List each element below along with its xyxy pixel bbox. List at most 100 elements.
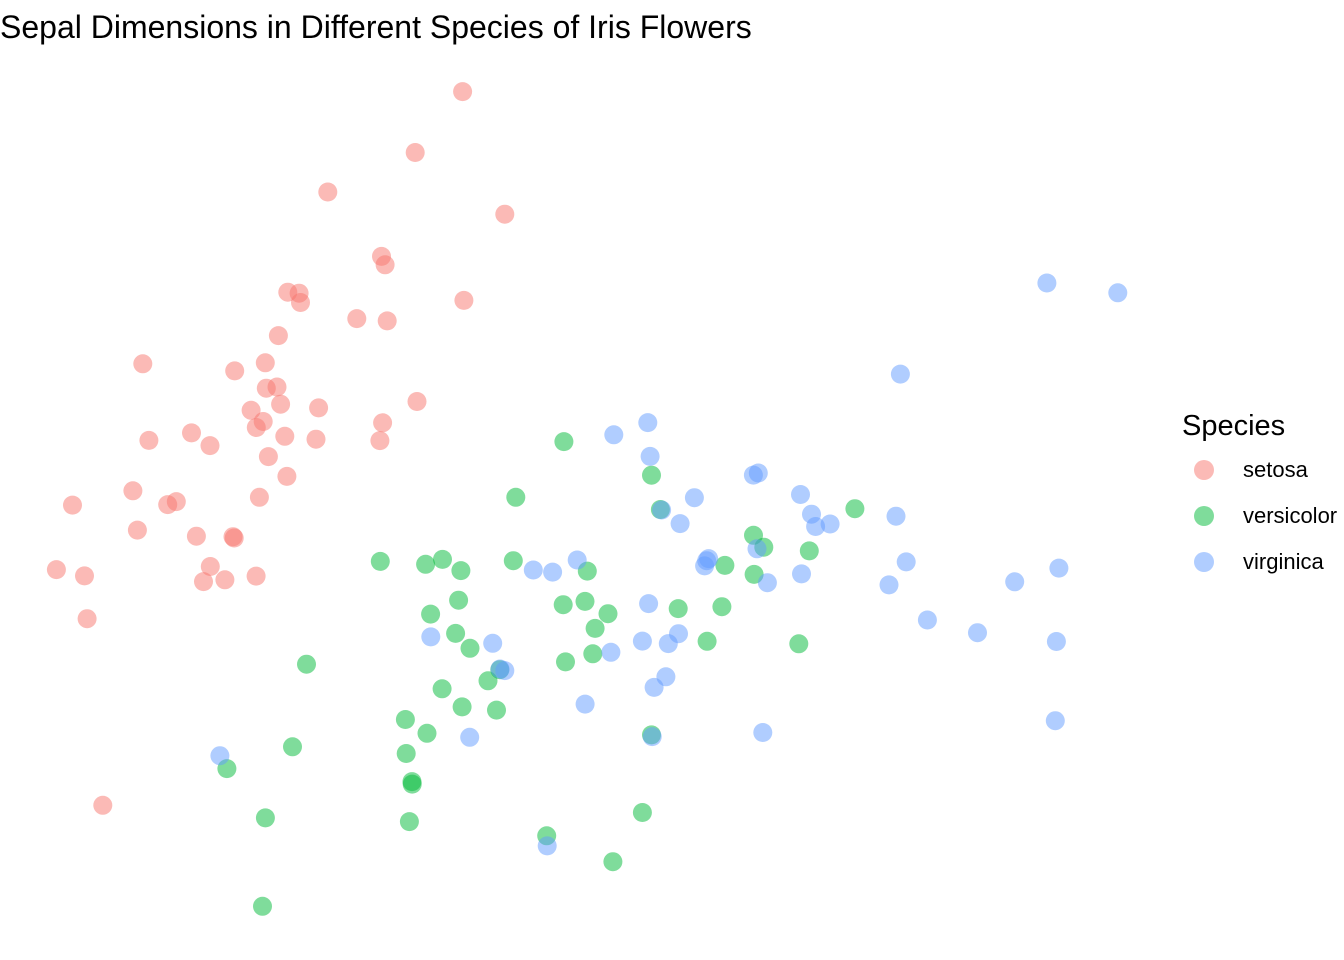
data-point-setosa — [253, 412, 273, 431]
data-point-versicolor — [432, 679, 452, 699]
data-point-setosa — [223, 527, 243, 547]
legend: Species setosa versicolor virginica — [1182, 408, 1337, 594]
data-point-setosa — [291, 293, 310, 312]
data-point-setosa — [495, 204, 515, 224]
data-point-virginica — [640, 446, 660, 466]
data-point-versicolor — [668, 599, 688, 619]
data-point-setosa — [246, 566, 266, 586]
data-point-virginica — [743, 465, 763, 485]
data-point-versicolor — [642, 465, 661, 485]
data-point-versicolor — [487, 700, 506, 720]
data-point-setosa — [93, 795, 113, 815]
legend-item-virginica: virginica — [1182, 548, 1324, 594]
data-point-versicolor — [421, 604, 441, 624]
data-point-virginica — [638, 413, 658, 433]
data-point-setosa — [123, 481, 143, 501]
data-point-setosa — [256, 378, 276, 398]
data-point-setosa — [271, 394, 291, 414]
data-point-versicolor — [402, 772, 422, 792]
legend-label-versicolor: versicolor — [1243, 503, 1338, 528]
data-point-versicolor — [845, 499, 865, 519]
data-point-virginica — [806, 517, 826, 536]
data-point-setosa — [453, 82, 473, 102]
data-point-versicolor — [553, 595, 573, 615]
data-point-setosa — [277, 466, 297, 486]
data-point-setosa — [405, 143, 425, 162]
data-point-virginica — [917, 610, 937, 630]
legend-item-versicolor: versicolor — [1182, 502, 1337, 548]
data-point-versicolor — [253, 896, 272, 916]
legend-label-setosa: setosa — [1243, 457, 1308, 482]
data-point-setosa — [249, 487, 269, 507]
legend-title: Species — [1182, 410, 1286, 442]
data-point-virginica — [695, 556, 715, 576]
data-point-virginica — [1049, 558, 1069, 578]
data-point-virginica — [658, 634, 678, 654]
legend-label-virginica: virginica — [1243, 549, 1324, 574]
data-point-versicolor — [799, 541, 819, 561]
data-point-versicolor — [255, 808, 275, 828]
data-point-versicolor — [433, 549, 452, 569]
data-point-virginica — [753, 723, 773, 742]
data-point-versicolor — [506, 487, 526, 507]
data-point-virginica — [639, 594, 659, 614]
data-point-virginica — [460, 727, 480, 747]
data-point-virginica — [523, 560, 543, 580]
data-point-setosa — [200, 436, 220, 456]
data-point-setosa — [268, 326, 288, 346]
data-point-setosa — [258, 447, 278, 467]
data-point-virginica — [483, 633, 503, 653]
data-point-setosa — [225, 361, 245, 381]
data-point-virginica — [670, 514, 690, 534]
data-point-setosa — [370, 431, 390, 451]
data-point-setosa — [215, 570, 235, 590]
data-point-virginica — [490, 659, 510, 679]
data-point-virginica — [567, 550, 587, 570]
data-point-versicolor — [556, 652, 575, 672]
data-point-versicolor — [478, 671, 498, 691]
data-point-versicolor — [585, 618, 605, 638]
data-point-setosa — [63, 495, 82, 515]
data-point-setosa — [133, 354, 153, 374]
data-point-virginica — [1045, 711, 1065, 731]
data-point-versicolor — [416, 554, 436, 574]
data-point-setosa — [182, 423, 201, 443]
data-point-versicolor — [789, 634, 809, 654]
data-point-virginica — [968, 623, 987, 643]
data-point-setosa — [318, 182, 338, 202]
data-point-setosa — [375, 255, 395, 275]
data-point-virginica — [421, 627, 441, 647]
data-point-virginica — [537, 836, 557, 856]
data-point-virginica — [601, 642, 621, 662]
data-point-virginica — [1037, 273, 1057, 293]
data-point-versicolor — [575, 591, 595, 611]
data-point-versicolor — [370, 551, 390, 571]
data-point-versicolor — [283, 737, 302, 757]
legend-key-setosa — [1194, 460, 1214, 480]
data-point-virginica — [879, 575, 899, 595]
data-point-versicolor — [452, 697, 472, 717]
data-point-setosa — [309, 398, 329, 418]
data-point-setosa — [255, 353, 275, 373]
data-point-virginica — [652, 500, 672, 520]
chart-title: Sepal Dimensions in Different Species of… — [0, 9, 752, 45]
data-point-setosa — [75, 566, 94, 586]
data-point-virginica — [896, 552, 916, 572]
data-point-setosa — [278, 282, 298, 302]
data-point-versicolor — [395, 710, 415, 729]
data-point-versicolor — [554, 432, 574, 452]
data-point-versicolor — [632, 803, 652, 822]
data-point-virginica — [820, 514, 840, 534]
data-point-setosa — [373, 413, 393, 433]
data-point-virginica — [632, 631, 652, 651]
data-point-virginica — [1046, 632, 1066, 651]
data-point-virginica — [757, 573, 777, 593]
data-point-virginica — [1108, 283, 1128, 303]
data-point-setosa — [407, 392, 427, 411]
data-point-setosa — [158, 495, 178, 515]
data-point-virginica — [791, 485, 810, 504]
data-point-setosa — [275, 426, 295, 446]
data-point-virginica — [792, 564, 811, 584]
data-point-setosa — [186, 526, 206, 546]
legend-key-versicolor — [1194, 506, 1214, 526]
